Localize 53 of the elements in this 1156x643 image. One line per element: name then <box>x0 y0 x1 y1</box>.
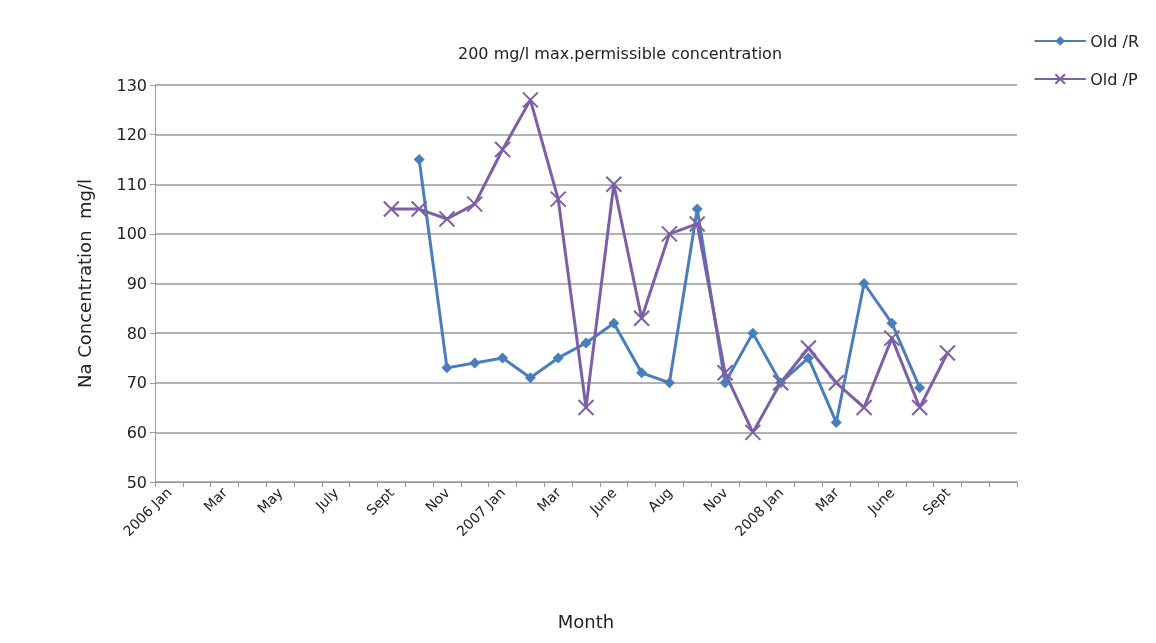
point <box>744 423 762 441</box>
point <box>549 190 567 208</box>
point <box>413 153 425 165</box>
point <box>524 372 536 384</box>
x-axis-title: Month <box>557 610 615 632</box>
point <box>580 337 592 349</box>
point <box>466 195 484 213</box>
x-tick-label: Mar <box>811 484 843 515</box>
point <box>521 91 539 109</box>
y-axis-title: Na Concentration mg/l <box>73 178 95 389</box>
point <box>469 357 481 369</box>
point <box>747 327 759 339</box>
point <box>552 352 564 364</box>
y-tick-label: 70 <box>126 373 147 393</box>
point <box>494 141 512 159</box>
point <box>633 309 651 327</box>
point <box>605 175 623 193</box>
y-tick-label: 50 <box>126 472 147 492</box>
y-tick-label: 90 <box>126 274 147 293</box>
point <box>799 339 817 357</box>
point <box>382 200 400 218</box>
y-tick-label: 60 <box>126 422 147 442</box>
point <box>410 200 428 218</box>
point <box>855 399 873 417</box>
y-tick-label: 120 <box>116 125 147 145</box>
point <box>441 362 453 374</box>
point <box>719 377 731 389</box>
point <box>883 329 901 347</box>
point <box>858 278 870 289</box>
legend-label: Old /P <box>1090 69 1138 89</box>
y-tick-label: 130 <box>116 75 147 95</box>
y-tick-label: 100 <box>116 224 147 244</box>
point <box>438 210 456 228</box>
point <box>886 317 898 329</box>
chart-title: 200 mg/l max.permissible concentration <box>458 43 783 63</box>
point <box>802 352 814 364</box>
legend-label: Old /R <box>1090 31 1140 51</box>
point <box>663 377 675 389</box>
point <box>660 225 678 243</box>
point <box>938 344 956 362</box>
point <box>636 367 648 379</box>
point <box>608 317 620 329</box>
x-tick-label: Mar <box>533 484 565 515</box>
point <box>716 364 734 382</box>
y-tick-label: 110 <box>116 174 147 194</box>
point <box>688 215 706 233</box>
y-tick-label: 80 <box>126 323 147 343</box>
point <box>914 382 926 394</box>
point <box>911 399 929 417</box>
point <box>827 374 845 392</box>
x-tick-label: Mar <box>200 484 231 515</box>
point <box>497 352 509 364</box>
point <box>577 399 595 417</box>
